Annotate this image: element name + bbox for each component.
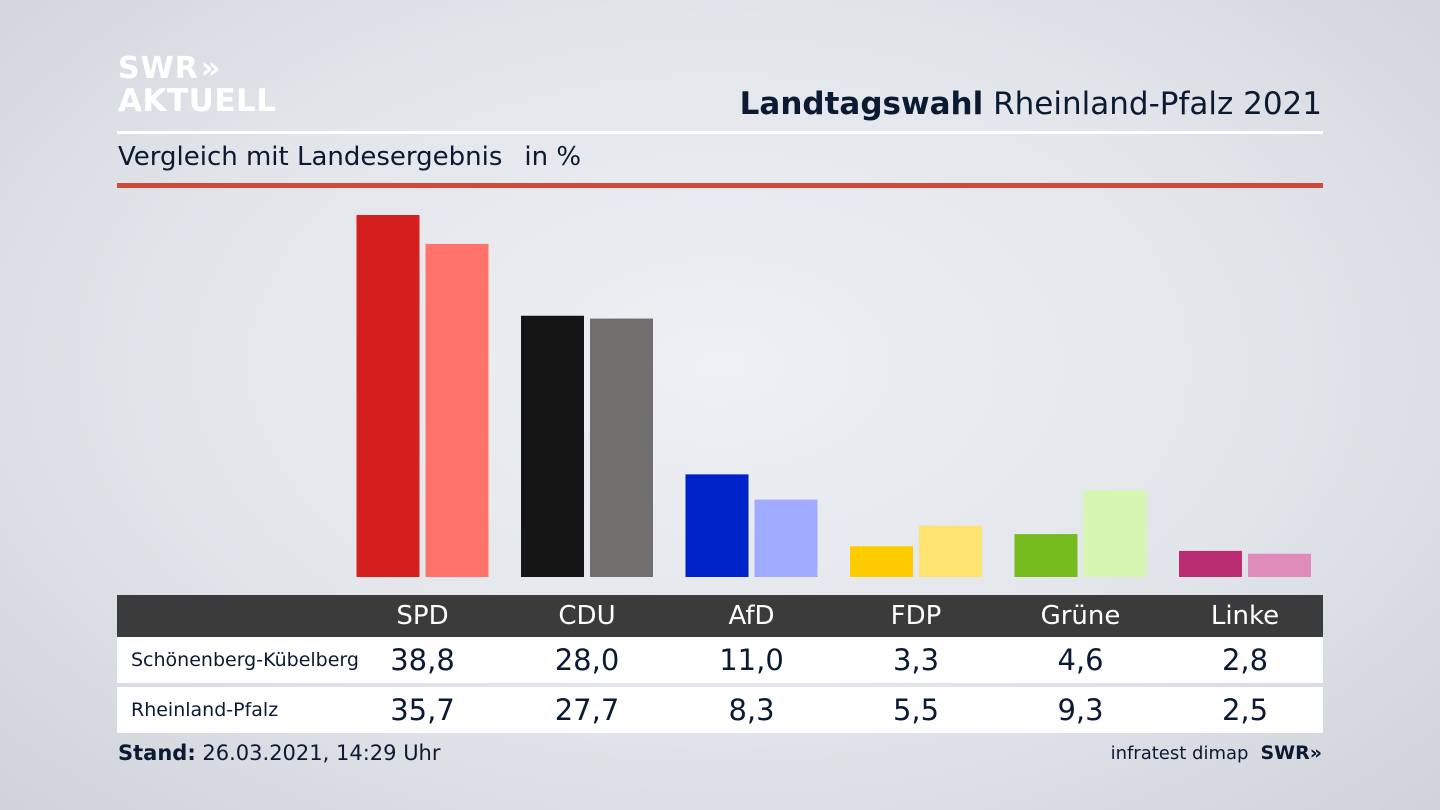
column-header: AfD xyxy=(728,601,775,631)
source-text: infratest dimap xyxy=(1110,742,1249,764)
value-cell: 11,0 xyxy=(719,643,784,677)
bar-cdu-local xyxy=(521,315,584,577)
bar-afd-state xyxy=(754,499,818,577)
bar-spd-state xyxy=(425,243,489,577)
bar-grne-state xyxy=(1083,490,1147,577)
title-divider xyxy=(117,131,1323,134)
value-cell: 9,3 xyxy=(1057,693,1104,727)
table-row: Schönenberg-Kübelberg 38,8 28,0 11,0 3,3 4,6… xyxy=(117,637,1323,683)
swr-aktuell-logo: SWR» AKTUELL xyxy=(118,54,277,117)
value-cell: 35,7 xyxy=(390,693,455,727)
value-cell: 38,8 xyxy=(390,643,455,677)
value-cell: 4,6 xyxy=(1057,643,1104,677)
page-title: Landtagswahl Rheinland-Pfalz 2021 xyxy=(740,86,1322,122)
value-cell: 27,7 xyxy=(554,693,620,727)
table-row: Rheinland-Pfalz 35,7 27,7 8,3 5,5 9,3 2,5 xyxy=(117,687,1323,733)
results-table: SPD CDU AfD FDP Grüne Linke Schönenberg-Kübel… xyxy=(117,595,1323,733)
row-label: Rheinland-Pfalz xyxy=(131,699,279,721)
value-cell: 5,5 xyxy=(892,693,940,727)
bar-linke-local xyxy=(1179,550,1242,577)
column-header: Grüne xyxy=(1040,601,1121,631)
logo-swr-text: SWR xyxy=(118,51,199,86)
bar-fdp-local xyxy=(850,546,913,577)
value-cell: 28,0 xyxy=(554,643,620,677)
stand-value: 26.03.2021, 14:29 Uhr xyxy=(202,741,441,765)
bar-grne-local xyxy=(1014,534,1078,577)
source-brand: SWR» xyxy=(1260,742,1322,764)
source-credit: infratest dimap SWR» xyxy=(1111,742,1322,764)
value-cell: 8,3 xyxy=(728,693,775,727)
value-cell: 3,3 xyxy=(892,643,940,677)
value-cell: 2,8 xyxy=(1221,643,1269,677)
bar-spd-local xyxy=(356,214,420,577)
value-cell: 2,5 xyxy=(1221,693,1269,727)
column-header: Linke xyxy=(1210,601,1280,631)
bar-cdu-state xyxy=(590,318,653,577)
column-header: FDP xyxy=(890,601,942,631)
bar-afd-local xyxy=(685,474,749,577)
title-rest: Rheinland-Pfalz 2021 xyxy=(993,86,1322,122)
chart-subtitle: Vergleich mit Landesergebnis in % xyxy=(118,142,581,172)
bar-linke-state xyxy=(1248,553,1311,577)
subtitle-text: Vergleich mit Landesergebnis xyxy=(118,142,503,172)
logo-aktuell-text: AKTUELL xyxy=(118,83,277,119)
column-header: CDU xyxy=(558,601,616,631)
subtitle-unit: in % xyxy=(524,142,582,172)
row-label: Schönenberg-Kübelberg xyxy=(131,649,359,671)
column-header: SPD xyxy=(396,601,449,631)
timestamp: Stand: 26.03.2021, 14:29 Uhr xyxy=(118,741,441,765)
stand-label: Stand: xyxy=(118,741,196,765)
title-bold: Landtagswahl xyxy=(739,86,984,122)
subtitle-divider xyxy=(117,183,1323,188)
bar-fdp-state xyxy=(919,525,982,577)
table-header: SPD CDU AfD FDP Grüne Linke xyxy=(117,595,1323,637)
